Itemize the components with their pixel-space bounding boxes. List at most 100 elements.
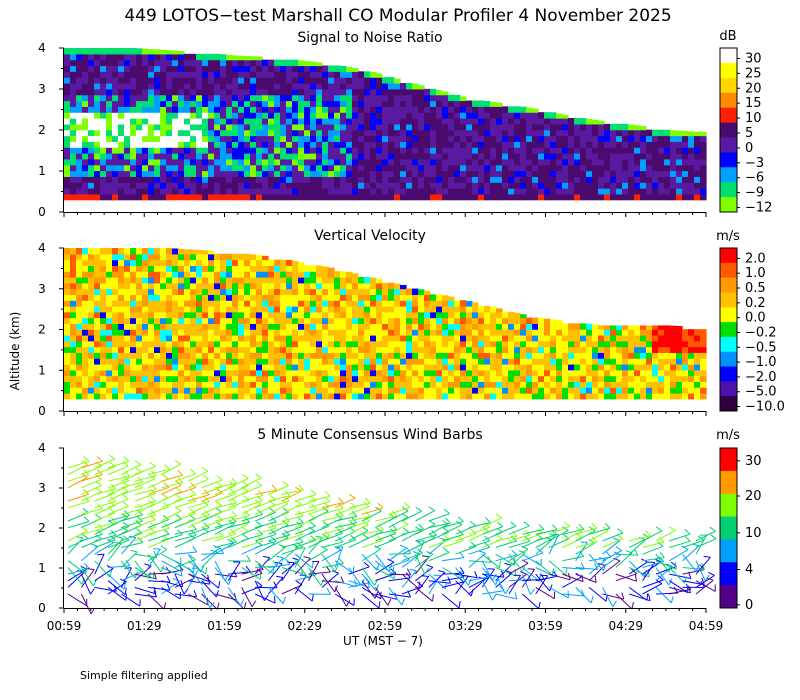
heatmap-cell [274,88,281,96]
heatmap-cell [604,369,611,377]
heatmap-cell [88,77,95,84]
heatmap-cell [298,271,305,278]
heatmap-cell [676,381,683,388]
heatmap-cell [214,135,221,142]
wind-barb-flag [216,475,223,481]
heatmap-cell [412,118,419,125]
wind-barb [241,533,263,542]
heatmap-cell [424,100,431,107]
heatmap-cell [406,170,413,177]
heatmap-cell [244,317,251,324]
heatmap-cell [304,188,311,195]
heatmap-cell [208,118,215,125]
heatmap-cell [94,77,101,84]
heatmap-cell [622,182,629,189]
wind-barb [254,489,277,495]
heatmap-cell [280,94,287,102]
heatmap-cell [652,375,659,382]
heatmap-cell [322,118,329,125]
heatmap-cell [532,129,539,137]
heatmap-cell [532,112,539,119]
heatmap-cell [442,123,449,131]
heatmap-cell [340,271,347,278]
heatmap-cell [148,346,155,353]
wind-barb [107,517,128,529]
heatmap-cell [646,346,653,353]
heatmap-cell [214,100,221,107]
heatmap-cell [328,277,335,284]
heatmap-cell [244,188,251,195]
heatmap-cell [244,170,251,177]
heatmap-cell [436,352,443,359]
wind-barb-flag [82,533,89,539]
heatmap-cell [298,282,305,290]
heatmap-cell [172,188,179,195]
heatmap-cell [94,392,101,400]
heatmap-cell [532,334,539,342]
heatmap-cell [88,317,95,324]
heatmap-cell [388,176,395,183]
heatmap-cell [574,392,581,400]
heatmap-cell [496,112,503,119]
heatmap-cell [178,53,185,61]
heatmap-cell [388,369,395,377]
heatmap-cell [424,300,431,307]
heatmap-cell [484,323,491,330]
heatmap-cell [574,329,581,336]
heatmap-cell [412,317,419,324]
heatmap-cell [82,311,89,319]
heatmap-cell [562,147,569,154]
heatmap-cell [340,88,347,96]
heatmap-cell [328,158,335,166]
heatmap-cell [298,123,305,131]
heatmap-cell [160,182,167,189]
heatmap-cell [346,164,353,172]
wind-barb-flag [177,469,184,476]
heatmap-cell [250,352,257,359]
heatmap-cell [352,358,359,365]
heatmap-cell [244,164,251,172]
heatmap-cell [598,153,605,160]
heatmap-cell [376,279,383,284]
heatmap-cell [166,352,173,359]
heatmap-cell [598,176,605,183]
heatmap-cell [256,65,263,72]
heatmap-cell [148,94,155,102]
heatmap-cell [622,329,629,336]
heatmap-cell [64,305,71,313]
heatmap-cell [382,387,389,394]
heatmap-cell [262,334,269,342]
wind-barb [214,573,237,578]
heatmap-cell [424,387,431,394]
heatmap-cell [94,83,101,90]
heatmap-cell [514,358,521,365]
heatmap-cell [352,277,359,284]
heatmap-cell [112,158,119,166]
heatmap-cell [268,135,275,142]
heatmap-cell [406,100,413,107]
heatmap-cell [298,188,305,195]
heatmap-cell [148,311,155,319]
heatmap-cell [382,176,389,183]
heatmap-cell [226,294,233,301]
heatmap-cell [574,375,581,382]
heatmap-cell [64,277,71,284]
wind-barb-flag [137,537,144,543]
heatmap-cell [700,352,707,359]
heatmap-cell [352,329,359,336]
heatmap-cell [238,112,245,119]
heatmap-cell [592,182,599,189]
heatmap-cell [412,135,419,142]
heatmap-cell [130,334,137,342]
heatmap-cell [328,358,335,365]
heatmap-cell [274,100,281,107]
heatmap-cell [280,193,287,201]
heatmap-cell [274,282,281,290]
wind-barb [241,503,262,515]
heatmap-cell [244,83,251,90]
heatmap-cell [208,352,215,359]
heatmap-cell [598,387,605,394]
heatmap-cell [172,329,179,336]
heatmap-cell [76,288,83,295]
heatmap-cell [616,387,623,394]
